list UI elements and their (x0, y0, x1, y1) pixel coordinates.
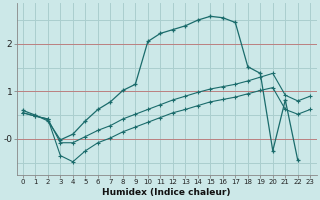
X-axis label: Humidex (Indice chaleur): Humidex (Indice chaleur) (102, 188, 231, 197)
